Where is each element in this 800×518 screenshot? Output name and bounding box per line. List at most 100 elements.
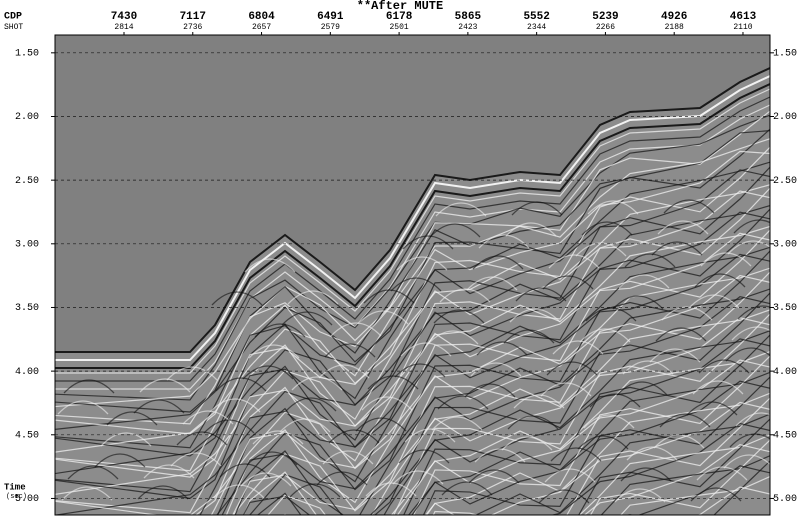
diffraction	[143, 464, 195, 479]
diffraction	[252, 430, 304, 445]
y-tick-label-right: 2.00	[773, 112, 797, 123]
diffraction	[729, 433, 770, 448]
diffraction	[626, 446, 678, 461]
diffraction	[653, 434, 705, 449]
reflector	[550, 422, 770, 515]
x-tick-label: 6178	[386, 11, 413, 23]
diffraction	[285, 397, 337, 412]
diffraction	[363, 289, 415, 304]
diffraction	[67, 465, 119, 480]
reflector	[518, 434, 770, 515]
diffraction	[737, 305, 770, 320]
diffraction	[735, 412, 770, 427]
diffraction	[688, 294, 740, 309]
diffraction	[550, 447, 602, 462]
diffraction	[367, 375, 419, 390]
diffraction	[396, 256, 448, 271]
plot-frame	[54, 34, 771, 516]
diffraction	[435, 202, 487, 217]
x-tick-label: 4926	[661, 11, 687, 23]
y-tick-label: 3.50	[15, 303, 39, 314]
shot-label: 2423	[458, 23, 477, 32]
diffraction	[542, 275, 594, 290]
diffraction	[466, 276, 518, 291]
diffraction	[505, 222, 557, 237]
diffraction	[281, 311, 333, 326]
diffraction	[583, 414, 635, 429]
diffraction	[474, 448, 526, 463]
diffraction	[731, 326, 770, 341]
diffraction	[316, 471, 368, 486]
diffraction	[698, 359, 750, 374]
diffraction	[577, 435, 629, 450]
reflector	[55, 110, 770, 408]
y-tick-label-right: 4.50	[773, 430, 797, 441]
diffraction	[106, 411, 158, 426]
y-tick-label-right: 1.50	[773, 48, 797, 59]
reflector	[474, 413, 770, 515]
diffraction	[700, 252, 752, 267]
diffraction	[470, 362, 522, 377]
x-tick-label: 4613	[730, 11, 757, 23]
diffraction	[402, 235, 454, 250]
diffraction	[322, 450, 374, 465]
diffraction	[57, 400, 109, 415]
diffraction	[318, 364, 370, 379]
diffraction	[696, 466, 748, 481]
reflector	[234, 295, 770, 515]
diffraction	[692, 380, 744, 395]
reflector	[249, 292, 770, 515]
reflector	[583, 444, 770, 515]
y-tick-label: 3.00	[15, 239, 39, 250]
diffraction	[361, 396, 413, 411]
diffraction	[166, 366, 218, 381]
diffraction	[133, 399, 185, 414]
reflector	[578, 418, 770, 515]
shot-label: 2657	[252, 23, 271, 32]
diffraction	[215, 377, 267, 392]
diffraction	[464, 383, 516, 398]
reflector	[55, 75, 770, 361]
diffraction	[176, 431, 228, 446]
diffraction	[546, 361, 598, 376]
diffraction	[289, 483, 341, 498]
diffraction	[507, 415, 559, 430]
reflector	[637, 465, 770, 515]
shot-label: 2266	[596, 23, 615, 32]
y-tick-label-right: 3.00	[773, 239, 797, 250]
diffraction	[94, 453, 146, 468]
diffraction	[209, 398, 261, 413]
reflector	[243, 317, 770, 515]
diffraction	[620, 467, 672, 482]
reflector	[55, 190, 770, 478]
diffraction	[725, 347, 770, 362]
reflector	[55, 150, 770, 435]
x-tick-label: 5552	[523, 11, 549, 23]
shot-label: 2344	[527, 23, 546, 32]
diffraction	[515, 287, 567, 302]
diffraction	[211, 291, 263, 306]
y-tick-label-right: 2.50	[773, 176, 797, 187]
x-tick-label: 5239	[592, 11, 618, 23]
diffraction	[328, 429, 380, 444]
shot-label: 2814	[114, 23, 133, 32]
x-tick-label: 7430	[111, 11, 137, 23]
diffraction	[291, 376, 343, 391]
diffraction	[552, 340, 604, 355]
diffraction	[137, 485, 189, 500]
diffraction	[244, 258, 296, 273]
reflector	[55, 138, 770, 425]
diffraction	[727, 240, 770, 255]
diffraction	[540, 382, 592, 397]
diffraction	[63, 379, 115, 394]
reflector	[600, 455, 770, 515]
reflector	[403, 334, 770, 515]
y-tick-label: 2.50	[15, 176, 39, 187]
diffraction	[330, 322, 382, 337]
y-axis-label: Time	[4, 482, 26, 492]
diffraction	[213, 484, 265, 499]
reflector	[55, 67, 770, 353]
diffraction	[663, 199, 715, 214]
diffraction	[575, 242, 627, 257]
diffraction	[170, 452, 222, 467]
